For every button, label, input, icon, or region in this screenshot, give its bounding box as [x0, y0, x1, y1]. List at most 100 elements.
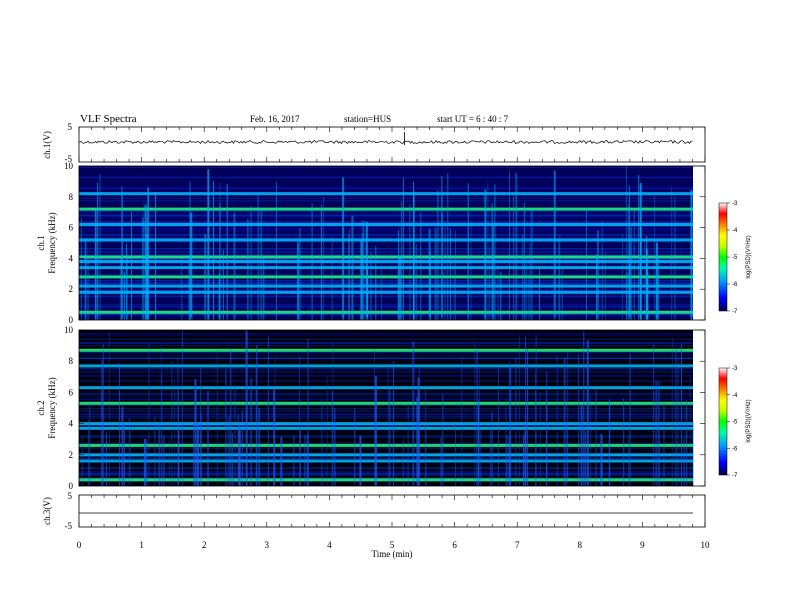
noise-row	[79, 456, 693, 458]
sferic-streak	[387, 362, 389, 486]
sferic-streak	[553, 170, 556, 320]
sferic-streak	[595, 388, 597, 486]
sferic-streak	[143, 202, 145, 320]
noise-row	[79, 413, 693, 415]
sferic-streak	[415, 244, 417, 320]
colorbar-tick-label: -4	[732, 393, 738, 399]
noise-row	[79, 352, 693, 354]
sferic-streak	[177, 358, 179, 486]
sferic-streak	[407, 403, 409, 486]
time-axis-ticks	[78, 127, 706, 527]
sferic-streak	[334, 408, 336, 486]
sferic-streak	[257, 193, 259, 320]
sferic-streak	[361, 233, 363, 320]
noise-row	[79, 407, 693, 409]
sferic-streak	[467, 226, 469, 320]
sferic-streak	[628, 434, 630, 486]
noise-row	[79, 410, 693, 412]
sferic-streak	[238, 425, 241, 486]
noise-row	[79, 258, 693, 260]
noise-row	[79, 280, 693, 281]
sferic-streak	[640, 226, 642, 320]
sferic-streak	[121, 406, 124, 486]
sferic-streak	[580, 404, 583, 486]
sferic-streak	[306, 434, 309, 486]
noise-row	[79, 234, 693, 236]
sferic-streak	[121, 186, 123, 320]
sferic-streak	[100, 386, 102, 486]
noise-row	[79, 251, 693, 253]
noise-row	[79, 273, 693, 275]
ch1-spectrogram-yticks: 0 2 4 6 8 10	[64, 161, 705, 325]
ch3-waveform-ylabel: ch.3(V)	[42, 497, 52, 525]
sferic-streak	[686, 400, 688, 486]
sferic-streak	[455, 421, 456, 486]
sferic-streak	[626, 272, 628, 320]
sferic-streak	[402, 438, 404, 486]
header-station: station=HUS	[344, 114, 391, 124]
sferic-streak	[250, 206, 252, 320]
sferic-streak	[267, 335, 269, 486]
sferic-streak	[374, 375, 377, 486]
xtick-label: 1	[139, 540, 144, 550]
sferic-streak	[219, 182, 221, 320]
sferic-streak	[234, 385, 236, 486]
noise-row	[79, 447, 693, 449]
sferic-streak	[523, 434, 525, 486]
sferic-streak	[487, 181, 489, 320]
sferic-streak	[412, 341, 415, 486]
xtick-label: 3	[265, 540, 270, 550]
sferic-streak	[155, 192, 157, 320]
sferic-streak	[189, 181, 191, 320]
noise-row	[79, 306, 693, 308]
ch3-ytick-bottom: -5	[65, 521, 73, 531]
noise-row	[79, 295, 693, 297]
sferic-streak	[145, 438, 148, 486]
ytick-label: 2	[69, 450, 74, 460]
noise-row	[79, 241, 693, 243]
sferic-streak	[467, 183, 469, 320]
sferic-streak	[476, 349, 478, 486]
noise-row	[79, 345, 693, 347]
noise-row	[79, 467, 693, 469]
sferic-streak	[84, 240, 86, 320]
sferic-streak	[420, 212, 422, 320]
sferic-streak	[227, 415, 230, 486]
sferic-streak	[447, 172, 449, 320]
sferic-streak	[461, 356, 463, 486]
noise-row	[79, 414, 693, 416]
sferic-streak	[425, 423, 427, 486]
sferic-streak	[425, 390, 427, 486]
noise-row	[79, 296, 693, 298]
ytick-label: 2	[69, 284, 74, 294]
sferic-streak	[470, 222, 472, 320]
sferic-streak	[508, 437, 510, 486]
sferic-streak	[441, 176, 443, 320]
sferic-streak	[359, 435, 362, 486]
noise-row	[79, 369, 693, 371]
noise-row	[79, 467, 693, 469]
ch2-spectrogram-ylabel-line2: Frequency (kHz)	[47, 377, 57, 438]
sferic-streak	[630, 227, 632, 320]
noise-row	[79, 375, 693, 377]
sferic-streak	[178, 424, 180, 486]
sferic-streak	[247, 218, 249, 320]
noise-row	[79, 211, 693, 212]
sferic-streak	[367, 268, 369, 320]
ch2-spectrogram-ylabel-line1: ch.2	[36, 400, 46, 415]
frequency-band	[79, 260, 693, 263]
noise-row	[79, 477, 693, 479]
sferic-streak	[671, 187, 673, 320]
noise-row	[79, 214, 693, 216]
sferic-streak	[674, 348, 677, 486]
sferic-streak	[497, 265, 499, 320]
noise-row	[79, 471, 693, 473]
sferic-streak	[216, 349, 218, 486]
sferic-streak	[121, 194, 123, 320]
sferic-streak	[509, 170, 510, 320]
sferic-streak	[342, 177, 345, 320]
frequency-band	[79, 310, 693, 314]
sferic-streak	[525, 259, 527, 320]
sferic-streak	[230, 349, 232, 486]
sferic-streak	[163, 435, 165, 486]
